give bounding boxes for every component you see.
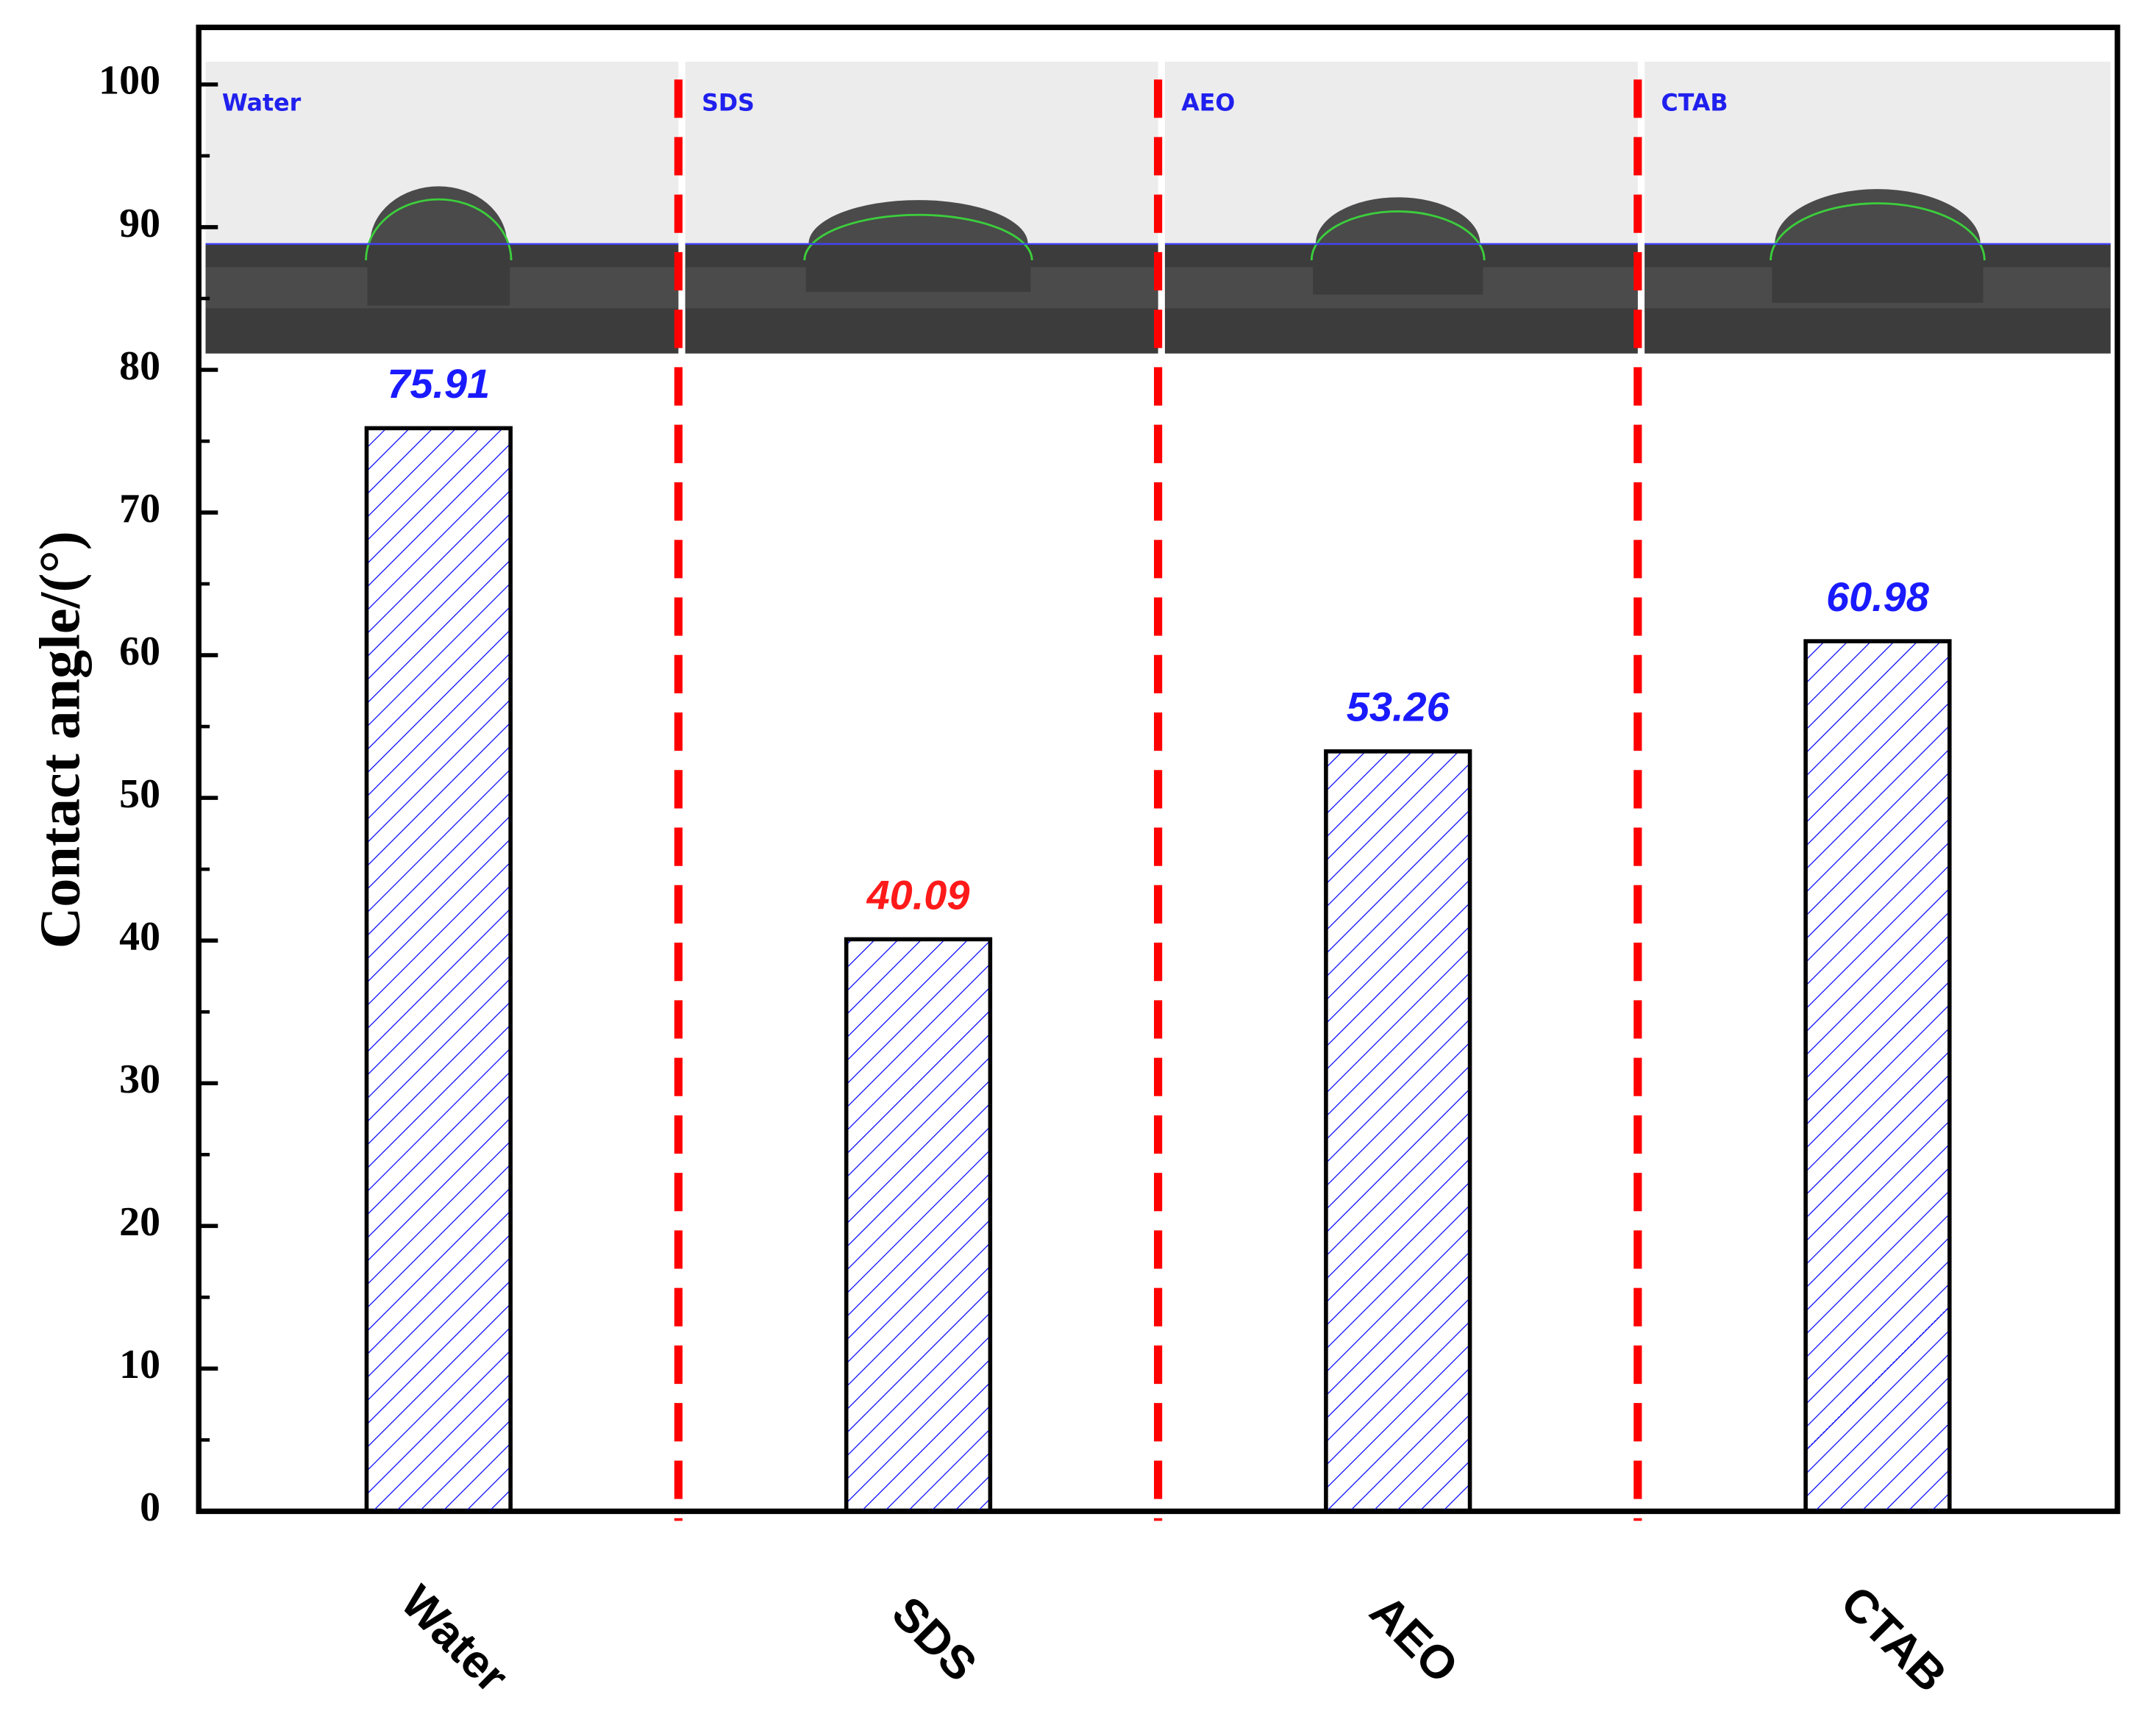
y-tick-label: 0 [140, 1485, 160, 1530]
y-tick-label: 20 [119, 1199, 160, 1245]
value-label: 40.09 [866, 871, 970, 918]
value-label: 60.98 [1826, 574, 1929, 620]
droplet-cut [805, 245, 1031, 292]
y-tick-label: 70 [119, 486, 160, 532]
x-tick-label: Water [391, 1576, 518, 1702]
bar [1324, 749, 1472, 1514]
droplet-fit [365, 198, 513, 261]
y-tick-label: 40 [119, 914, 160, 960]
y-tick-label: 80 [119, 343, 160, 389]
droplet-fit [803, 213, 1033, 261]
y-tick-label: 100 [99, 58, 160, 104]
plot-frame [196, 24, 2120, 1515]
y-tick-label: 30 [119, 1057, 160, 1102]
droplet-fit [1770, 202, 1986, 261]
image-label: SDS [702, 90, 755, 117]
droplet-cut [1772, 245, 1984, 303]
bar [1803, 639, 1952, 1514]
bar [844, 937, 993, 1514]
y-tick-label: 10 [119, 1342, 160, 1387]
value-label: 75.91 [387, 360, 490, 407]
value-label: 53.26 [1347, 684, 1450, 730]
y-axis-label: Contact angle/(°) [27, 531, 91, 949]
droplet-fit [1310, 210, 1486, 261]
x-tick-label: AEO [1360, 1585, 1468, 1693]
y-tick-label: 90 [119, 201, 160, 246]
y-tick-label: 50 [119, 771, 160, 817]
image-label: Water [222, 90, 302, 117]
bar [364, 426, 513, 1514]
image-label: CTAB [1661, 90, 1728, 117]
x-tick-label: SDS [882, 1587, 986, 1692]
droplet-cut [1313, 245, 1483, 295]
droplet-cut [367, 245, 510, 306]
y-tick-label: 60 [119, 629, 160, 674]
image-label: AEO [1181, 90, 1235, 117]
x-tick-label: CTAB [1831, 1576, 1956, 1702]
